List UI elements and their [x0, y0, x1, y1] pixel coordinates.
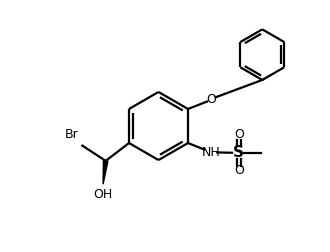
Text: Br: Br: [64, 129, 78, 141]
Text: OH: OH: [93, 188, 113, 201]
Polygon shape: [103, 161, 108, 184]
Text: NH: NH: [202, 146, 221, 159]
Text: O: O: [234, 129, 244, 141]
Text: O: O: [234, 164, 244, 177]
Text: S: S: [232, 145, 244, 160]
Text: O: O: [206, 93, 216, 106]
